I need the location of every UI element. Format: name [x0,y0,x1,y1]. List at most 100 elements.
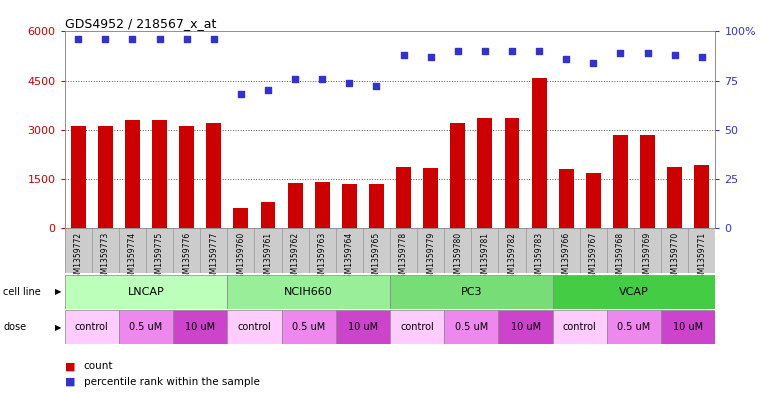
Point [371,83,383,90]
Bar [532,78,546,228]
Bar [661,310,715,344]
Point [154,36,166,42]
Point [289,75,301,82]
Bar [423,168,438,228]
Bar [260,202,275,228]
Bar [336,310,390,344]
Text: ■: ■ [65,361,75,371]
Text: 0.5 uM: 0.5 uM [292,322,325,332]
Text: GSM1359780: GSM1359780 [454,231,462,283]
Point [397,52,409,58]
Text: GSM1359766: GSM1359766 [562,231,571,283]
Bar [180,127,194,228]
Point [452,48,464,54]
Point [479,48,491,54]
Text: GSM1359768: GSM1359768 [616,231,625,283]
Point [560,56,572,62]
Text: GSM1359777: GSM1359777 [209,231,218,283]
Text: GSM1359769: GSM1359769 [643,231,652,283]
Bar [174,310,228,344]
Bar [607,310,661,344]
Text: percentile rank within the sample: percentile rank within the sample [84,377,260,387]
Text: PC3: PC3 [460,287,482,297]
Point [506,48,518,54]
Bar [315,182,330,228]
Bar [505,118,520,228]
Text: 0.5 uM: 0.5 uM [129,322,163,332]
Point [262,87,274,94]
Text: GSM1359778: GSM1359778 [399,231,408,283]
Point [72,36,84,42]
Bar [228,275,390,309]
Text: 10 uM: 10 uM [348,322,378,332]
Point [533,48,545,54]
Text: GSM1359770: GSM1359770 [670,231,679,283]
Text: GSM1359767: GSM1359767 [589,231,598,283]
Text: control: control [563,322,597,332]
Bar [71,127,86,228]
Point [642,50,654,56]
Bar [98,127,113,228]
Text: GDS4952 / 218567_x_at: GDS4952 / 218567_x_at [65,17,216,30]
Text: GSM1359762: GSM1359762 [291,231,300,283]
Text: GSM1359774: GSM1359774 [128,231,137,283]
Point [99,36,111,42]
Bar [390,310,444,344]
Bar [586,173,600,228]
Bar [444,310,498,344]
Point [343,79,355,86]
Text: GSM1359764: GSM1359764 [345,231,354,283]
Bar [65,310,119,344]
Point [126,36,139,42]
Bar [390,275,552,309]
Text: cell line: cell line [3,287,41,297]
Bar [477,118,492,228]
Bar [552,275,715,309]
Text: ■: ■ [65,377,75,387]
Bar [552,310,607,344]
Text: GSM1359760: GSM1359760 [237,231,245,283]
Bar [640,134,655,228]
Bar [234,208,248,228]
Text: NCIH660: NCIH660 [285,287,333,297]
Bar [228,310,282,344]
Bar [288,183,303,228]
Text: control: control [400,322,434,332]
Point [235,91,247,97]
Point [587,60,600,66]
Text: GSM1359761: GSM1359761 [263,231,272,283]
Text: GSM1359772: GSM1359772 [74,231,83,283]
Text: control: control [237,322,272,332]
Bar [152,120,167,228]
Bar [613,134,628,228]
Text: dose: dose [3,322,26,332]
Point [208,36,220,42]
Bar [396,167,411,228]
Point [696,54,708,60]
Bar [667,167,682,228]
Bar [342,184,357,228]
Text: 10 uM: 10 uM [511,322,540,332]
Bar [451,123,465,228]
Bar [125,120,140,228]
Text: ▶: ▶ [55,323,62,332]
Bar [65,275,228,309]
Point [614,50,626,56]
Text: control: control [75,322,109,332]
Text: GSM1359771: GSM1359771 [697,231,706,283]
Text: 0.5 uM: 0.5 uM [617,322,651,332]
Bar [559,169,574,228]
Text: 10 uM: 10 uM [673,322,703,332]
Point [669,52,681,58]
Bar [498,310,552,344]
Text: ▶: ▶ [55,288,62,296]
Point [180,36,193,42]
Text: 0.5 uM: 0.5 uM [455,322,488,332]
Text: GSM1359779: GSM1359779 [426,231,435,283]
Text: GSM1359763: GSM1359763 [318,231,326,283]
Point [316,75,328,82]
Bar [119,310,174,344]
Bar [206,123,221,228]
Bar [369,184,384,228]
Text: GSM1359776: GSM1359776 [182,231,191,283]
